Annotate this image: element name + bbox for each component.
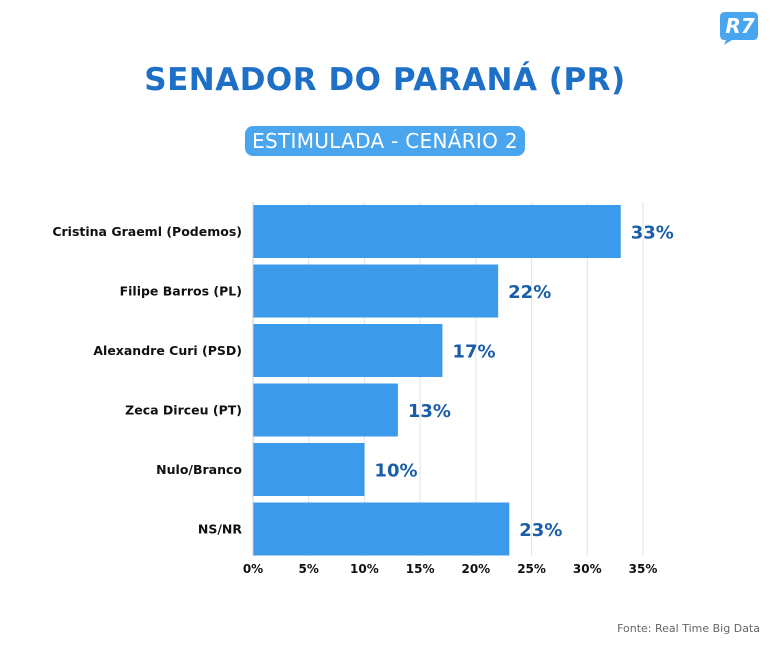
r7-logo-icon xyxy=(720,12,758,45)
category-label: Zeca Dirceu (PT) xyxy=(125,403,242,418)
chart-title: SENADOR DO PARANÁ (PR) xyxy=(144,62,626,98)
x-tick-label: 10% xyxy=(350,562,379,576)
value-label: 22% xyxy=(508,282,551,303)
category-label: Alexandre Curi (PSD) xyxy=(93,343,242,358)
value-label: 10% xyxy=(374,461,417,482)
x-tick-label: 25% xyxy=(517,562,546,576)
category-label: NS/NR xyxy=(198,522,242,537)
source-note: Fonte: Real Time Big Data xyxy=(617,622,760,635)
x-tick-label: 5% xyxy=(299,562,319,576)
value-label: 13% xyxy=(408,401,451,422)
bar xyxy=(253,205,621,258)
chart-subtitle: ESTIMULADA - CENÁRIO 2 xyxy=(245,126,525,156)
bar xyxy=(253,502,510,556)
bar xyxy=(253,264,499,318)
bar xyxy=(253,443,365,496)
x-tick-label: 35% xyxy=(629,562,658,576)
value-label: 23% xyxy=(519,520,562,541)
x-tick-label: 15% xyxy=(406,562,435,576)
bar xyxy=(253,324,443,377)
r7-logo-text: R7 xyxy=(725,14,755,38)
category-label: Nulo/Branco xyxy=(156,462,242,477)
value-label: 33% xyxy=(631,223,674,244)
category-label: Cristina Graeml (Podemos) xyxy=(52,224,242,239)
x-tick-label: 30% xyxy=(573,562,602,576)
x-tick-label: 20% xyxy=(461,562,490,576)
x-tick-label: 0% xyxy=(243,562,263,576)
category-label: Filipe Barros (PL) xyxy=(120,284,242,299)
bar xyxy=(253,383,398,437)
value-label: 17% xyxy=(452,342,495,363)
